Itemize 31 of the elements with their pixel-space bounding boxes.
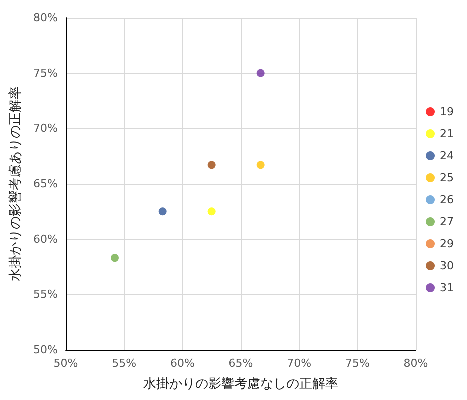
y-tick-label: 60% [34, 232, 58, 246]
point [158, 208, 167, 216]
x-tick-label: 65% [228, 357, 254, 370]
point [111, 254, 119, 262]
point [256, 161, 265, 170]
x-tick-label: 70% [287, 357, 312, 370]
legend-label: 27 [440, 216, 454, 228]
y-tick-label: 70% [34, 122, 58, 136]
legend-label: 26 [440, 194, 454, 206]
y-tick-label: 65% [34, 178, 58, 190]
y-tick-label: 55% [34, 288, 58, 302]
legend-label: 24 [440, 150, 454, 162]
point [208, 161, 216, 170]
legend-label: 21 [440, 128, 454, 140]
y-tick-label: 80% [34, 12, 58, 24]
legend-label: 25 [440, 172, 454, 184]
x-tick-label: 75% [345, 357, 370, 370]
y-tick-label: 50% [34, 344, 58, 356]
legend-label: 19 [440, 106, 454, 118]
point [208, 208, 216, 216]
x-tick-label: 50% [54, 357, 78, 370]
point [256, 69, 265, 78]
x-tick-label: 60% [170, 357, 195, 370]
x-tick-label: 80% [404, 357, 428, 370]
y-axis-title: 水掛かりの影響考慮ありの正解率 [8, 86, 24, 282]
legend-label: 31 [440, 282, 454, 294]
legend-label: 30 [440, 260, 454, 272]
legend-label: 29 [440, 238, 454, 250]
x-axis-title: 水掛かりの影響考慮なしの正解率 [144, 376, 338, 392]
x-tick-label: 55% [112, 357, 137, 370]
y-tick-label: 75% [34, 66, 58, 80]
